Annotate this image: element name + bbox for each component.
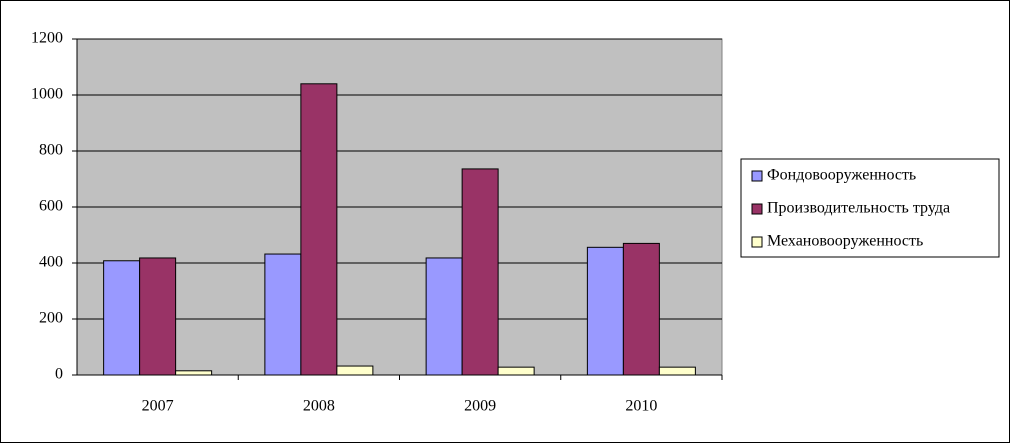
y-tick-label: 800 <box>39 142 63 159</box>
y-tick-label: 0 <box>55 366 63 383</box>
x-tick-label: 2007 <box>142 398 174 415</box>
legend-swatch <box>751 236 763 248</box>
bar <box>139 257 177 376</box>
bar <box>658 366 696 376</box>
bar <box>264 253 302 376</box>
y-tick-label: 1200 <box>31 30 63 47</box>
bar <box>300 83 338 376</box>
y-tick-label: 200 <box>39 310 63 327</box>
bar <box>461 168 499 376</box>
bar <box>425 257 463 376</box>
legend-label: Фондовооруженность <box>767 167 916 184</box>
bar <box>175 370 213 376</box>
bar <box>622 242 660 376</box>
legend-swatch <box>751 203 763 215</box>
y-tick-label: 400 <box>39 254 63 271</box>
legend <box>740 158 1000 258</box>
legend-label: Производительность труда <box>767 200 950 217</box>
bar <box>103 260 141 376</box>
y-tick-label: 1000 <box>31 86 63 103</box>
x-tick-label: 2009 <box>464 398 496 415</box>
bar <box>497 366 535 376</box>
legend-swatch <box>751 170 763 182</box>
bar <box>586 246 624 376</box>
legend-label: Механовооруженность <box>767 233 923 250</box>
x-tick-label: 2010 <box>625 398 657 415</box>
y-tick-label: 600 <box>39 198 63 215</box>
bar <box>336 365 374 376</box>
x-tick-label: 2008 <box>303 398 335 415</box>
